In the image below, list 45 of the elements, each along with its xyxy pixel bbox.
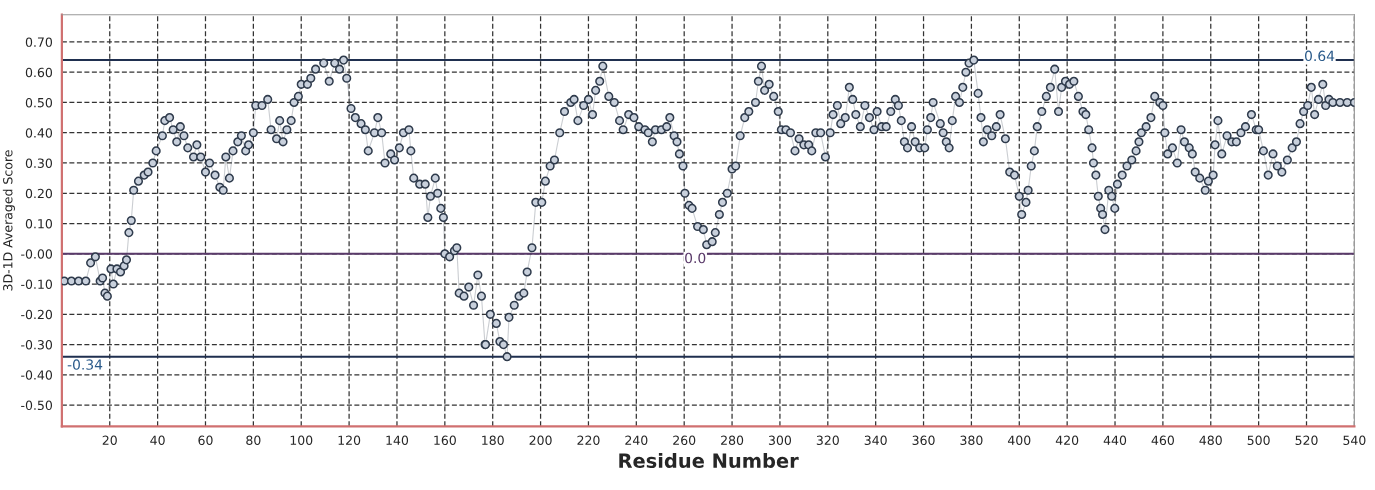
x-tick-label: 540 xyxy=(1343,435,1366,445)
y-tick-label: -0.00 xyxy=(21,249,53,259)
y-tick-label: -0.50 xyxy=(21,400,53,411)
x-tick-label: 40 xyxy=(150,435,165,445)
y-tick-label: 0.50 xyxy=(25,97,53,108)
x-tick-label: 140 xyxy=(386,435,409,445)
y-tick-label: -0.30 xyxy=(21,340,53,350)
y-tick-label: 0.20 xyxy=(25,188,53,199)
x-tick-label: 340 xyxy=(864,435,887,445)
x-tick-label: 380 xyxy=(960,435,983,445)
x-tick-label: 260 xyxy=(673,435,696,445)
x-tick-label: 120 xyxy=(338,435,361,445)
x-tick-label: 480 xyxy=(1199,435,1222,445)
ref-line-label: 0.0 xyxy=(685,252,706,264)
ref-line-label: -0.34 xyxy=(67,359,103,370)
x-tick-label: 220 xyxy=(577,435,600,445)
ref-line-label: 0.64 xyxy=(1304,50,1335,62)
x-axis-title: Residue Number xyxy=(619,452,799,469)
x-tick-label: 240 xyxy=(625,435,648,445)
y-tick-label: 0.60 xyxy=(25,67,53,78)
x-tick-label: 460 xyxy=(1151,435,1174,445)
x-tick-label: 80 xyxy=(246,435,261,445)
y-tick-label: 0.70 xyxy=(25,37,53,47)
x-tick-label: 20 xyxy=(102,435,117,445)
x-tick-label: 400 xyxy=(1007,435,1031,445)
x-tick-label: 360 xyxy=(912,435,935,445)
x-tick-label: 280 xyxy=(721,435,744,445)
y-tick-label: -0.10 xyxy=(21,279,53,289)
x-tick-label: 100 xyxy=(290,435,313,445)
x-tick-label: 60 xyxy=(198,435,213,445)
y-tick-label: 0.10 xyxy=(25,219,53,229)
y-axis-title: 3D-1D Averaged Score xyxy=(2,150,15,291)
y-tick-label: 0.40 xyxy=(25,128,53,138)
x-tick-label: 300 xyxy=(768,435,792,445)
x-tick-label: 180 xyxy=(482,435,504,445)
x-tick-label: 200 xyxy=(529,435,552,445)
x-tick-label: 160 xyxy=(434,435,456,445)
x-tick-label: 440 xyxy=(1103,435,1127,445)
y-tick-label: -0.40 xyxy=(21,370,53,380)
x-tick-label: 520 xyxy=(1295,435,1318,445)
y-tick-label: -0.20 xyxy=(21,309,53,320)
x-tick-label: 320 xyxy=(816,435,839,445)
y-tick-label: 0.30 xyxy=(25,158,53,168)
x-tick-label: 420 xyxy=(1055,435,1079,445)
x-tick-label: 500 xyxy=(1247,435,1270,445)
